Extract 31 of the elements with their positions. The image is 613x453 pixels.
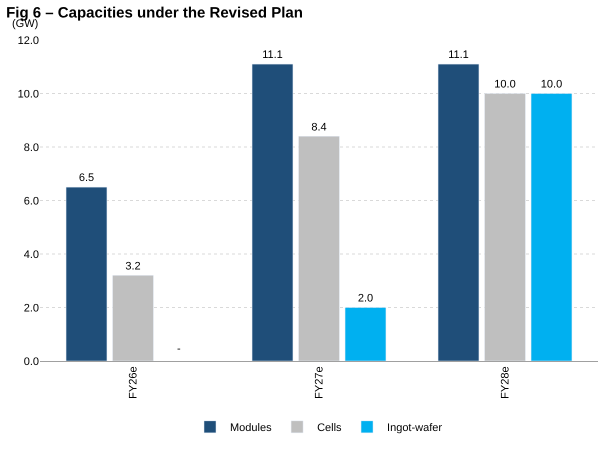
- bar: [252, 64, 294, 361]
- data-label: 2.0: [358, 292, 374, 304]
- y-tick-label: 8.0: [24, 142, 39, 154]
- data-label: 8.4: [311, 121, 327, 134]
- y-tick-label: 0.0: [24, 356, 39, 368]
- data-label: 11.1: [262, 49, 283, 62]
- bar: [298, 136, 340, 361]
- x-tick-label: FY26e: [128, 366, 140, 399]
- data-label: 3.2: [125, 260, 141, 272]
- y-tick-label: 6.0: [24, 195, 39, 208]
- y-tick-label: 2.0: [24, 302, 39, 314]
- y-tick-label: 10.0: [18, 88, 39, 100]
- bar: [66, 186, 108, 361]
- data-label: 10.0: [540, 78, 562, 90]
- text: -: [177, 343, 181, 355]
- data-label: 11.1: [448, 49, 469, 62]
- bar: [530, 93, 572, 361]
- data-label: 6.5: [78, 172, 94, 184]
- bar: [112, 275, 154, 361]
- y-axis-title: (GW): [12, 18, 38, 30]
- legend-label: Modules: [230, 422, 272, 434]
- legend-label: Cells: [317, 422, 342, 434]
- data-label: 10.0: [494, 78, 516, 90]
- bar: [438, 64, 480, 361]
- bar: [344, 307, 386, 361]
- legend-label: Ingot-wafer: [387, 422, 442, 434]
- x-tick-label: FY28e: [500, 366, 512, 399]
- x-tick-label: FY27e: [314, 366, 326, 399]
- bar: [484, 93, 526, 361]
- y-tick-label: 12.0: [18, 34, 39, 47]
- y-tick-label: 4.0: [24, 248, 39, 261]
